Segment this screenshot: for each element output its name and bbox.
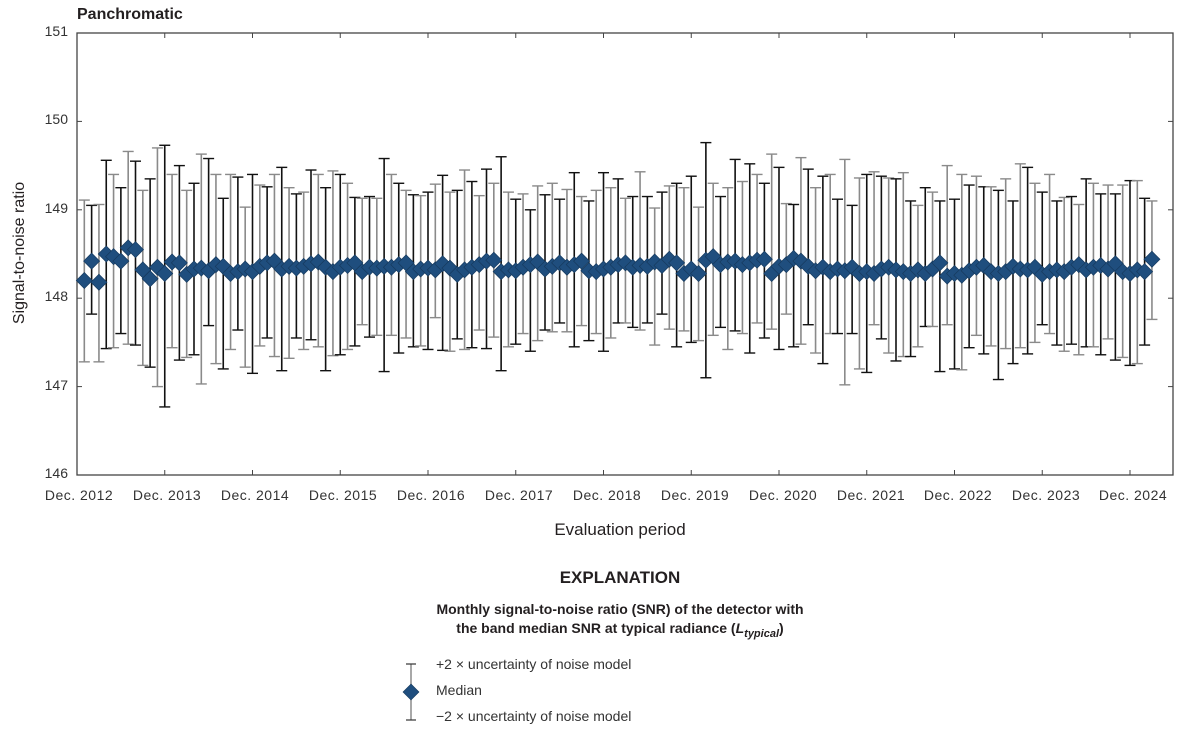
median-diamond-icon [1143, 250, 1161, 268]
median-diamond-icon [1136, 263, 1154, 281]
median-diamond-icon [75, 272, 93, 290]
median-diamond-icon [668, 254, 686, 272]
median-markers [75, 239, 1161, 291]
median-diamond-icon [156, 264, 174, 282]
x-tick-label: Dec. 2023 [1011, 487, 1081, 503]
x-tick-label: Dec. 2018 [572, 487, 642, 503]
x-tick-label: Dec. 2022 [923, 487, 993, 503]
median-diamond-icon [755, 250, 773, 268]
median-diamond-icon [690, 264, 708, 282]
median-diamond-icon [931, 254, 949, 272]
x-tick-label: Dec. 2017 [484, 487, 554, 503]
median-diamond-icon [112, 252, 130, 270]
x-tick-label: Dec. 2014 [220, 487, 290, 503]
error-bars [78, 141, 1158, 408]
legend-lower-label: −2 × uncertainty of noise model [436, 708, 632, 724]
plot-frame [76, 32, 1174, 476]
explanation-title: EXPLANATION [559, 568, 681, 587]
x-tick-label: Dec. 2019 [660, 487, 730, 503]
explanation-subtitle: Monthly signal-to-noise ratio (SNR) of t… [380, 600, 860, 644]
legend-upper-label: +2 × uncertainty of noise model [436, 656, 632, 672]
median-diamond-icon [485, 251, 503, 269]
explanation-line-2: the band median SNR at typical radiance … [456, 620, 784, 640]
x-tick-label: Dec. 2020 [748, 487, 818, 503]
y-tick-label: 147 [44, 377, 68, 393]
median-diamond-icon [83, 252, 101, 270]
legend-median-label: Median [436, 682, 482, 698]
legend-symbol [402, 663, 420, 721]
median-diamond-icon [90, 273, 108, 291]
x-tick-label: Dec. 2024 [1098, 487, 1168, 503]
median-diamond-icon [127, 241, 144, 259]
panel-title: Panchromatic [77, 6, 183, 23]
y-tick-label: 146 [44, 465, 68, 481]
y-tick-label: 151 [44, 23, 68, 39]
x-axis-label: Evaluation period [554, 520, 686, 539]
explanation-line-1: Monthly signal-to-noise ratio (SNR) of t… [436, 601, 804, 617]
x-tick-label: Dec. 2012 [44, 487, 114, 503]
median-diamond-icon [573, 252, 591, 270]
median-diamond-icon [170, 254, 188, 272]
y-axis-label: Signal-to-noise ratio [11, 181, 28, 325]
x-tick-label: Dec. 2021 [836, 487, 906, 503]
y-tick-label: 148 [44, 288, 68, 304]
legend-diamond-icon [402, 683, 420, 701]
y-tick-label: 149 [44, 200, 68, 216]
x-tick-label: Dec. 2013 [132, 487, 202, 503]
median-diamond-icon [141, 270, 159, 288]
x-tick-label: Dec. 2016 [396, 487, 466, 503]
y-tick-label: 150 [44, 111, 68, 127]
x-tick-label: Dec. 2015 [308, 487, 378, 503]
